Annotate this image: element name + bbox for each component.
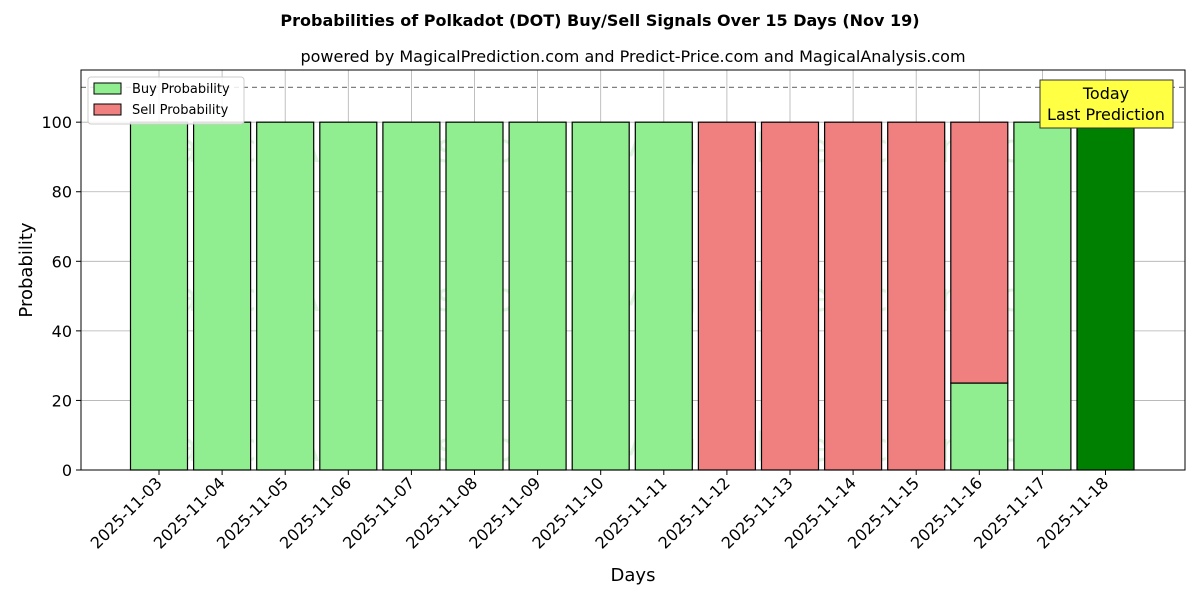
bar-buy [129, 121, 189, 471]
y-tick-label: 80 [52, 183, 72, 202]
y-tick-label: 0 [62, 461, 72, 480]
y-tick-label: 60 [52, 252, 72, 271]
bar-buy [950, 382, 1009, 471]
legend-label: Buy Probability [132, 82, 230, 97]
bar-buy [445, 121, 504, 471]
bar-sell [823, 121, 883, 471]
bar-sell [887, 121, 946, 471]
bar-buy [319, 121, 378, 471]
annotation: Today Last Prediction [1039, 79, 1174, 129]
legend-label: Sell Probability [132, 103, 229, 118]
y-tick-label: 20 [52, 391, 72, 410]
y-tick-label: 100 [41, 113, 72, 132]
y-axis-label: Probability [16, 222, 37, 317]
y-tick-label: 40 [52, 322, 72, 341]
bar-sell [950, 121, 1009, 384]
plot-frame [80, 69, 1186, 471]
bar-buy [508, 121, 567, 471]
legend-swatch [93, 82, 122, 95]
annotation-text: Today [1082, 84, 1129, 103]
legend-box [87, 76, 245, 125]
x-axis-label: Days [611, 565, 656, 586]
bar-sell [760, 121, 820, 471]
chart-title: Probabilities of Polkadot (DOT) Buy/Sell… [280, 11, 919, 30]
bar-buy [634, 121, 693, 471]
annotation-text: Last Prediction [1047, 105, 1165, 124]
bar-sell [697, 121, 757, 471]
bar-buy [256, 121, 315, 471]
bar-buy [1013, 121, 1072, 471]
annotation-box [1039, 79, 1174, 129]
bar-buy [1076, 121, 1135, 471]
legend: Buy Probability Sell Probability [87, 76, 245, 125]
bar-buy [193, 121, 252, 471]
bar-buy [382, 121, 441, 471]
chart-subtitle: powered by MagicalPrediction.com and Pre… [300, 47, 965, 66]
legend-swatch [93, 103, 122, 116]
bar-buy [571, 121, 630, 471]
